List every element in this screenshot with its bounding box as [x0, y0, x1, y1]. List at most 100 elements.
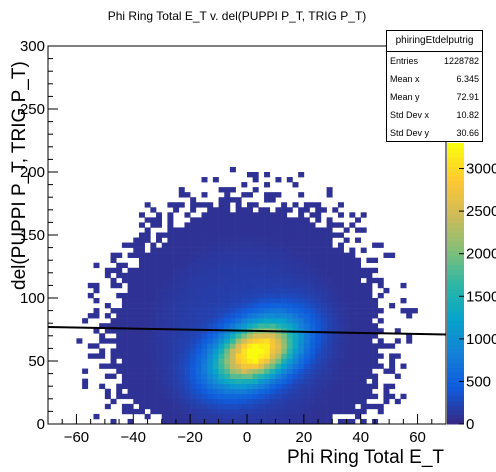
heatmap-cell — [247, 192, 253, 198]
heatmap-cell — [161, 313, 168, 319]
heatmap-cell — [360, 403, 367, 410]
heatmap-cell — [138, 323, 145, 329]
heatmap-cell — [326, 333, 333, 339]
heatmap-cell — [218, 227, 225, 233]
heatmap-cell — [315, 308, 322, 314]
heatmap-cell — [178, 378, 185, 384]
heatmap-cell — [247, 237, 253, 243]
heatmap-cell — [275, 348, 282, 354]
heatmap-cell — [133, 408, 140, 415]
heatmap-cell — [286, 353, 293, 359]
heatmap-cell — [190, 252, 197, 258]
heatmap-cell — [184, 242, 191, 248]
heatmap-cell — [406, 333, 413, 339]
heatmap-cell — [99, 348, 106, 354]
heatmap-cell — [212, 343, 219, 349]
heatmap-cell — [355, 313, 362, 319]
x-axis-label: Phi Ring Total E_T — [287, 447, 444, 468]
heatmap-cell — [286, 232, 293, 238]
heatmap-cell — [343, 363, 350, 369]
heatmap-cell — [184, 313, 191, 319]
heatmap-cell — [121, 292, 128, 299]
heatmap-cell — [247, 252, 253, 258]
heatmap-cell — [133, 242, 140, 248]
heatmap-cell — [201, 378, 208, 384]
heatmap-cell — [184, 232, 191, 238]
heatmap-cell — [184, 378, 191, 384]
heatmap-cell — [320, 232, 327, 238]
heatmap-cell — [167, 287, 174, 294]
heatmap-cell — [309, 368, 316, 374]
heatmap-cell — [229, 308, 236, 314]
heatmap-cell — [337, 262, 344, 269]
heatmap-cell — [366, 388, 373, 395]
heatmap-cell — [144, 353, 151, 359]
heatmap-cell — [207, 373, 214, 379]
heatmap-cell — [247, 222, 253, 228]
heatmap-cell — [127, 298, 134, 304]
heatmap-cell — [224, 403, 231, 410]
heatmap-cell — [252, 202, 259, 208]
heatmap-cell — [332, 267, 339, 274]
heatmap-cell — [366, 292, 373, 299]
heatmap-cell — [121, 262, 128, 269]
heatmap-cell — [258, 363, 265, 369]
heatmap-cell — [138, 393, 145, 400]
heatmap-cell — [366, 328, 373, 334]
heatmap-cell — [207, 282, 214, 289]
heatmap-cell — [173, 353, 180, 359]
heatmap-cell — [178, 343, 185, 349]
heatmap-cell — [195, 303, 202, 309]
heatmap-cell — [212, 292, 219, 299]
heatmap-cell — [150, 383, 157, 390]
heatmap-cell — [167, 368, 174, 374]
heatmap-cell — [207, 262, 214, 269]
heatmap-cell — [167, 237, 174, 243]
heatmap-cell — [292, 413, 299, 420]
heatmap-cell — [184, 303, 191, 309]
heatmap-cell — [207, 257, 214, 264]
heatmap-cell — [298, 313, 305, 319]
heatmap-cell — [212, 222, 219, 228]
y-tick-label: 300 — [20, 38, 45, 55]
color-scale-step — [447, 320, 464, 327]
heatmap-cell — [127, 318, 134, 324]
heatmap-cell — [309, 277, 316, 284]
stats-value: 6.345 — [456, 74, 479, 84]
heatmap-cell — [178, 237, 185, 243]
heatmap-cell — [258, 267, 265, 274]
heatmap-cell — [241, 277, 248, 284]
heatmap-cell — [264, 242, 271, 248]
heatmap-cell — [167, 333, 174, 339]
heatmap-cell — [264, 217, 271, 223]
heatmap-cell — [190, 403, 197, 410]
heatmap-cell — [212, 277, 219, 284]
heatmap-cell — [309, 388, 316, 395]
heatmap-cell — [104, 272, 111, 279]
color-scale-step — [447, 288, 464, 294]
heatmap-cell — [241, 298, 248, 304]
heatmap-cell — [281, 282, 288, 289]
heatmap-cell — [360, 318, 367, 324]
heatmap-cell — [269, 323, 276, 329]
heatmap-cell — [320, 257, 327, 264]
heatmap-cell — [337, 303, 344, 309]
heatmap-cell — [286, 413, 293, 420]
heatmap-cell — [320, 358, 327, 364]
heatmap-cell — [349, 277, 356, 284]
heatmap-cell — [258, 232, 265, 238]
heatmap-cell — [195, 242, 202, 248]
heatmap-cell — [207, 272, 214, 279]
heatmap-cell — [269, 378, 276, 384]
heatmap-cell — [252, 343, 259, 349]
heatmap-cell — [292, 247, 299, 253]
heatmap-cell — [127, 343, 134, 349]
heatmap-cell — [264, 257, 271, 264]
color-scale-label: 1000 — [466, 331, 496, 348]
heatmap-cell — [144, 303, 151, 309]
heatmap-cell — [326, 413, 333, 420]
heatmap-cell — [252, 187, 259, 193]
heatmap-cell — [116, 323, 123, 329]
heatmap-cell — [252, 257, 259, 264]
